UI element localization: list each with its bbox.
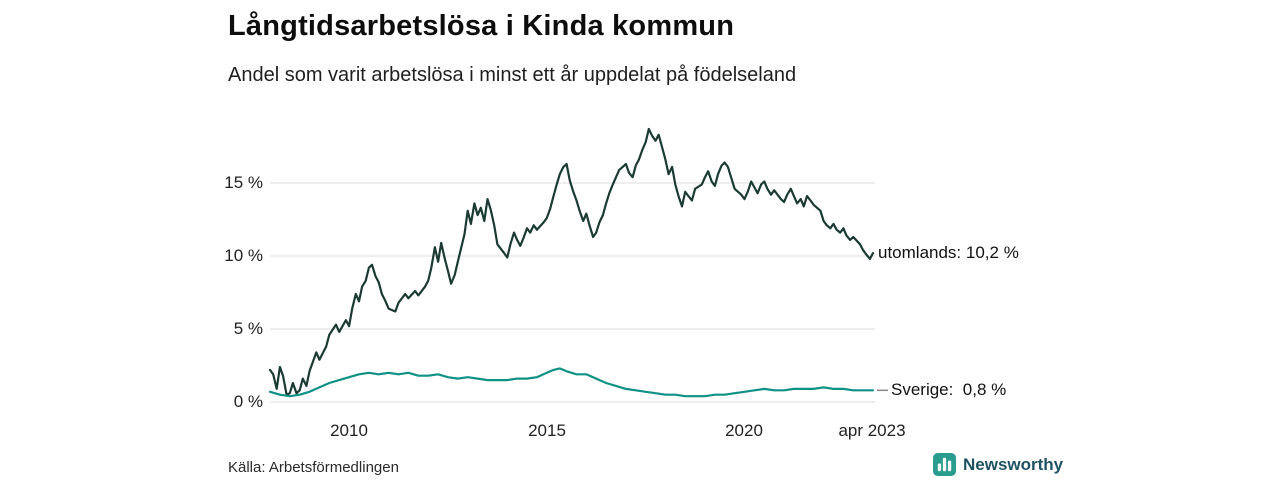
series-line-utomlands xyxy=(268,127,875,396)
series-line-sverige xyxy=(268,367,875,398)
series-label-sverige: Sverige: 0,8 % xyxy=(891,380,1007,399)
y-tick-15: 15 % xyxy=(224,173,263,192)
y-tick-0: 0 % xyxy=(233,392,263,411)
x-tick-apr-2023: apr 2023 xyxy=(838,421,906,440)
source-note: Källa: Arbetsförmedlingen xyxy=(228,459,399,476)
series-label-utomlands: utomlands: 10,2 % xyxy=(878,243,1019,262)
y-tick-5: 5 % xyxy=(233,319,263,338)
x-tick-2015: 2015 xyxy=(528,421,566,440)
brand-name: Newsworthy xyxy=(963,454,1064,474)
chart-subtitle: Andel som varit arbetslösa i minst ett å… xyxy=(228,64,797,86)
newsworthy-icon xyxy=(933,453,956,476)
brand-logo: Newsworthy xyxy=(933,453,1063,476)
line-chart xyxy=(268,127,889,403)
x-tick-2010: 2010 xyxy=(330,421,368,440)
y-tick-10: 10 % xyxy=(224,246,263,265)
chart-title: Långtidsarbetslösa i Kinda kommun xyxy=(228,10,735,42)
x-tick-2020: 2020 xyxy=(725,421,763,440)
